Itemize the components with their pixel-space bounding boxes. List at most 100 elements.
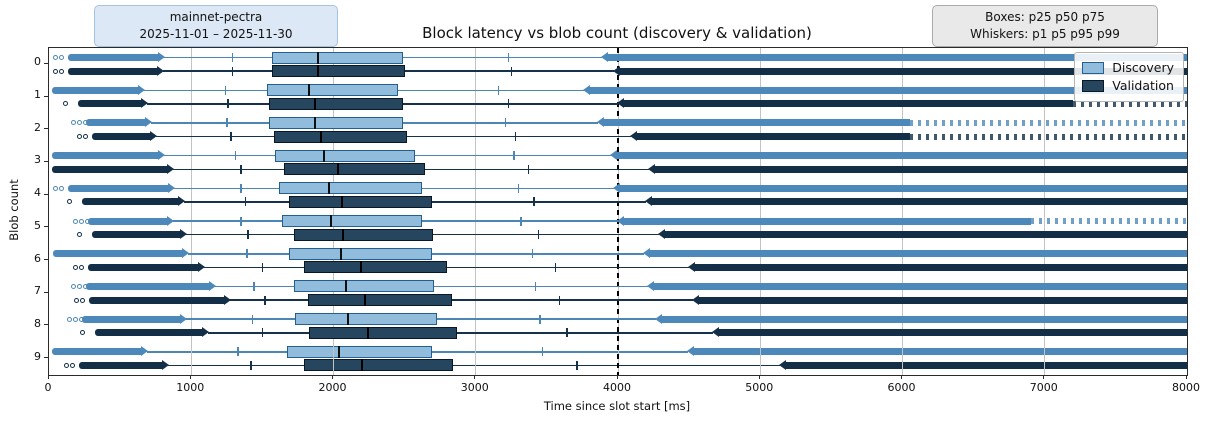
- outlier-cluster-low-tip: [141, 346, 149, 357]
- outlier-cluster-high-tip: [779, 359, 787, 370]
- x-tick-label: 3000: [460, 381, 489, 394]
- legend-item-validation: Validation: [1082, 78, 1174, 93]
- outlier-cluster-high: [607, 54, 1187, 62]
- outlier-cluster-high: [692, 348, 1187, 356]
- outlier-cluster-high: [664, 231, 1187, 239]
- outlier-cluster-low-tip: [223, 294, 231, 305]
- x-tick-label: 1000: [176, 381, 205, 394]
- y-tick-label: 7: [34, 284, 41, 298]
- plot-area: Discovery Validation: [48, 47, 1188, 376]
- outlier-cluster-high-tip: [609, 150, 617, 161]
- outlier-dot: [58, 185, 64, 191]
- outlier-cluster-low-tip: [179, 229, 187, 240]
- y-tick-mark: [44, 259, 48, 261]
- legend-label-validation: Validation: [1112, 78, 1174, 93]
- whisker-cap: [227, 99, 230, 109]
- box: [289, 247, 432, 260]
- box: [309, 326, 458, 339]
- outlier-cluster-low: [87, 263, 200, 271]
- x-tick-mark: [758, 375, 760, 379]
- median-line: [338, 345, 341, 358]
- median-line: [314, 97, 316, 110]
- outlier-cluster-low-tip: [145, 117, 153, 128]
- outlier-cluster-high-tip: [646, 280, 654, 291]
- outlier-dot: [58, 55, 64, 61]
- gridline: [902, 48, 903, 375]
- median-line: [322, 149, 325, 162]
- outlier-cluster-high-sparse: [1073, 100, 1187, 107]
- median-line: [336, 163, 339, 176]
- y-tick-mark: [44, 357, 48, 359]
- outlier-cluster-low-tip: [166, 163, 174, 174]
- y-tick-label: 3: [34, 153, 41, 167]
- outlier-cluster-low: [67, 184, 170, 192]
- box: [307, 294, 452, 307]
- whisker-cap: [534, 281, 537, 291]
- box: [283, 163, 425, 176]
- x-tick-mark: [616, 375, 618, 379]
- x-tick-label: 6000: [887, 381, 916, 394]
- gridline: [759, 48, 761, 375]
- outlier-dot: [52, 68, 58, 74]
- outlier-dot: [72, 264, 78, 270]
- outlier-cluster-high: [588, 86, 1187, 94]
- badge-whisker-spec: Whiskers: p1 p5 p95 p99: [970, 26, 1120, 41]
- outlier-cluster-high: [652, 282, 1187, 290]
- outlier-cluster-low-tip: [209, 280, 217, 291]
- median-line: [360, 359, 363, 372]
- whisker-cap: [251, 314, 254, 324]
- outlier-cluster-low-tip: [149, 131, 157, 142]
- box: [279, 182, 422, 195]
- outlier-cluster-low: [89, 296, 225, 304]
- y-tick-label: 9: [34, 349, 41, 363]
- whisker-line: [168, 364, 781, 367]
- outlier-dot: [71, 120, 77, 126]
- median-line: [316, 51, 319, 64]
- outlier-cluster-high-tip: [686, 346, 694, 357]
- outlier-cluster-low: [81, 315, 181, 323]
- median-line: [308, 84, 311, 97]
- x-tick-label: 5000: [745, 381, 774, 394]
- y-tick-mark: [44, 128, 48, 130]
- outlier-dot: [58, 68, 64, 74]
- whisker-cap: [504, 118, 507, 128]
- whisker-cap: [261, 262, 264, 272]
- legend: Discovery Validation: [1074, 52, 1184, 102]
- whisker-cap: [231, 66, 234, 76]
- median-line: [328, 182, 331, 195]
- whisker-cap: [237, 347, 239, 357]
- whisker-cap: [261, 328, 264, 338]
- outlier-cluster-high: [635, 133, 910, 141]
- outlier-cluster-high-tip: [597, 117, 605, 128]
- outlier-cluster-low: [51, 86, 140, 94]
- y-tick-label: 4: [34, 186, 41, 200]
- whisker-cap: [575, 360, 578, 370]
- outlier-cluster-low-tip: [138, 84, 146, 95]
- whisker-cap: [507, 99, 510, 109]
- median-line: [363, 294, 366, 307]
- x-tick-label: 2000: [318, 381, 347, 394]
- reference-line-4000ms: [617, 48, 619, 375]
- outlier-cluster-low: [51, 152, 160, 160]
- whisker-cap: [497, 85, 500, 95]
- y-tick-mark: [44, 193, 48, 195]
- outlier-cluster-high-tip: [642, 248, 650, 259]
- outlier-cluster-high: [718, 329, 1187, 337]
- median-line: [366, 326, 369, 339]
- box: [282, 215, 422, 228]
- outlier-cluster-high-sparse: [1030, 218, 1187, 225]
- outlier-cluster-high: [698, 296, 1187, 304]
- x-tick-mark: [1043, 375, 1045, 379]
- whisker-cap: [253, 281, 255, 291]
- outlier-dot: [70, 362, 76, 368]
- whisker-cap: [244, 197, 247, 207]
- outlier-cluster-low-tip: [178, 196, 186, 207]
- outlier-dot: [71, 283, 77, 289]
- legend-item-discovery: Discovery: [1082, 60, 1174, 75]
- chart-title: Block latency vs blob count (discovery &…: [422, 24, 812, 42]
- outlier-cluster-high: [648, 250, 1187, 258]
- x-tick-mark: [901, 375, 902, 379]
- y-tick-label: 5: [34, 218, 41, 232]
- whisker-cap: [234, 151, 237, 161]
